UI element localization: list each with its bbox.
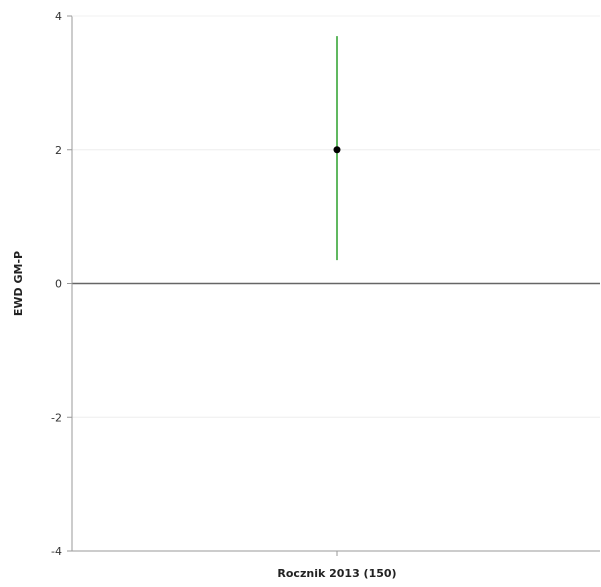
y-tick-label: 4 xyxy=(55,10,62,23)
y-tick-label: 0 xyxy=(55,278,62,291)
data-point xyxy=(333,146,341,154)
y-tick-label: -2 xyxy=(51,411,62,424)
x-axis-label: Rocznik 2013 (150) xyxy=(277,567,396,580)
y-tick-label: -4 xyxy=(51,545,62,558)
axes xyxy=(71,15,600,556)
data-series xyxy=(333,36,341,261)
y-tick-labels: -4 -2 0 2 4 xyxy=(51,10,72,558)
y-axis-label: EWD GM-P xyxy=(12,251,25,316)
y-tick-label: 2 xyxy=(55,144,62,157)
